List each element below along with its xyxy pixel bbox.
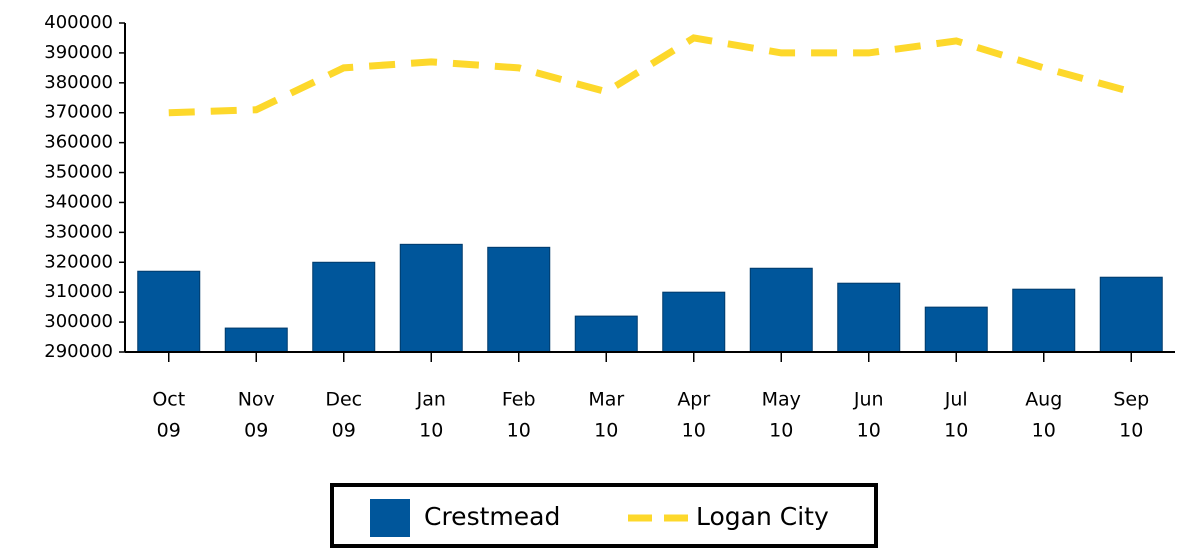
bar bbox=[312, 261, 376, 353]
legend-box bbox=[330, 483, 878, 548]
legend-label: Logan City bbox=[696, 502, 829, 531]
y-tick-label: 330000 bbox=[44, 221, 113, 242]
x-tick-label: 09 bbox=[244, 420, 268, 442]
x-tick-label: 10 bbox=[944, 420, 968, 442]
bar bbox=[1012, 288, 1076, 353]
legend-label: Crestmead bbox=[424, 502, 560, 531]
x-tick-label: Oct bbox=[152, 389, 185, 411]
bar bbox=[662, 291, 726, 353]
x-tick-label: 10 bbox=[1032, 420, 1056, 442]
x-tick-label: Feb bbox=[502, 389, 536, 411]
bar bbox=[399, 243, 463, 353]
y-tick-label: 380000 bbox=[44, 72, 113, 93]
x-tick-label: Apr bbox=[677, 389, 710, 411]
bar bbox=[924, 306, 988, 353]
x-tick-label: Jul bbox=[944, 389, 968, 411]
y-tick-label: 320000 bbox=[44, 251, 113, 272]
x-tick-label: Aug bbox=[1025, 389, 1062, 411]
x-tick-label: 10 bbox=[419, 420, 443, 442]
y-tick-label: 310000 bbox=[44, 281, 113, 302]
y-tick-label: 370000 bbox=[44, 102, 113, 123]
x-tick-label: 10 bbox=[682, 420, 706, 442]
y-tick-label: 400000 bbox=[44, 12, 113, 33]
bar bbox=[137, 270, 201, 353]
y-tick-label: 350000 bbox=[44, 162, 113, 183]
legend-swatch bbox=[370, 499, 410, 537]
x-tick-label: Sep bbox=[1113, 389, 1149, 411]
y-tick-label: 290000 bbox=[44, 341, 113, 362]
bar bbox=[224, 327, 288, 353]
x-tick-label: 09 bbox=[332, 420, 356, 442]
x-tick-label: 09 bbox=[157, 420, 181, 442]
x-tick-label: Jan bbox=[416, 389, 446, 411]
bar bbox=[574, 315, 638, 353]
x-tick-label: 10 bbox=[1119, 420, 1143, 442]
x-tick-label: Mar bbox=[588, 389, 624, 411]
y-tick-label: 390000 bbox=[44, 42, 113, 63]
line bbox=[168, 34, 1133, 117]
y-tick-label: 300000 bbox=[44, 311, 113, 332]
bar bbox=[749, 267, 813, 353]
bar bbox=[487, 246, 551, 353]
y-tick-label: 340000 bbox=[44, 191, 113, 212]
x-tick-label: 10 bbox=[507, 420, 531, 442]
bar bbox=[1099, 276, 1163, 353]
x-tick-label: Jun bbox=[853, 389, 884, 411]
bar bbox=[837, 282, 901, 353]
x-tick-label: 10 bbox=[594, 420, 618, 442]
x-tick-label: 10 bbox=[857, 420, 881, 442]
y-tick-label: 360000 bbox=[44, 132, 113, 153]
x-tick-label: Nov bbox=[238, 389, 275, 411]
x-tick-label: 10 bbox=[769, 420, 793, 442]
x-tick-label: Dec bbox=[325, 389, 362, 411]
x-tick-label: May bbox=[762, 389, 801, 411]
